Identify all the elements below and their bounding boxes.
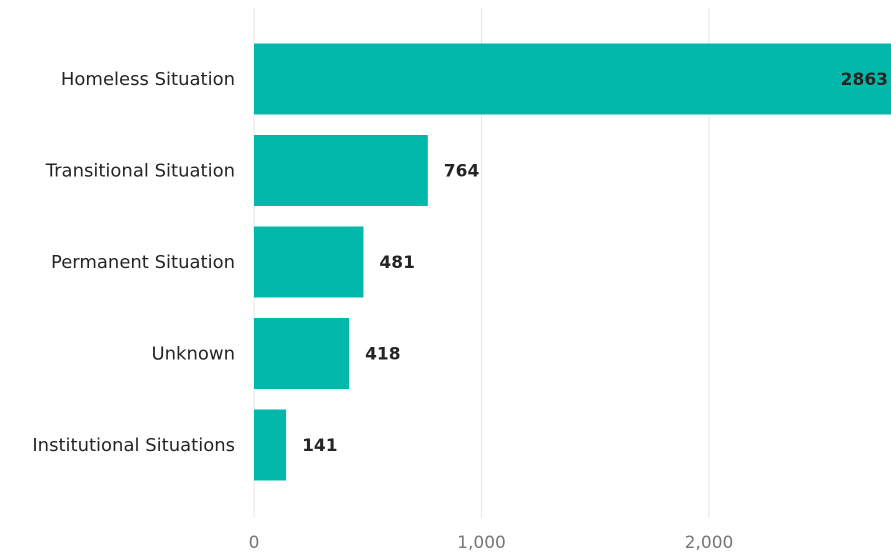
bar-1[interactable] bbox=[254, 135, 428, 206]
category-labels: Homeless Situation Transitional Situation… bbox=[32, 69, 235, 456]
data-labels: 2863 764 481 418 141 bbox=[302, 70, 888, 456]
data-label-0: 2863 bbox=[841, 70, 888, 90]
x-tick-label-1: 1,000 bbox=[457, 533, 506, 553]
bar-0[interactable] bbox=[254, 43, 891, 115]
bar-3[interactable] bbox=[254, 318, 350, 389]
category-label-3: Unknown bbox=[151, 344, 235, 365]
category-label-0: Homeless Situation bbox=[61, 69, 235, 90]
x-tick-label-2: 2,000 bbox=[685, 533, 734, 553]
category-label-1: Transitional Situation bbox=[45, 161, 235, 182]
data-label-4: 141 bbox=[302, 436, 338, 456]
bars bbox=[254, 43, 891, 481]
bar-2[interactable] bbox=[254, 226, 364, 298]
category-label-2: Permanent Situation bbox=[51, 252, 235, 273]
bar-4[interactable] bbox=[254, 409, 287, 481]
data-label-2: 481 bbox=[379, 253, 415, 273]
data-label-1: 764 bbox=[444, 162, 480, 182]
x-tick-label-0: 0 bbox=[249, 533, 260, 553]
category-label-4: Institutional Situations bbox=[32, 435, 235, 456]
data-label-3: 418 bbox=[365, 345, 401, 365]
x-axis-ticks: 0 1,000 2,000 bbox=[249, 533, 734, 553]
